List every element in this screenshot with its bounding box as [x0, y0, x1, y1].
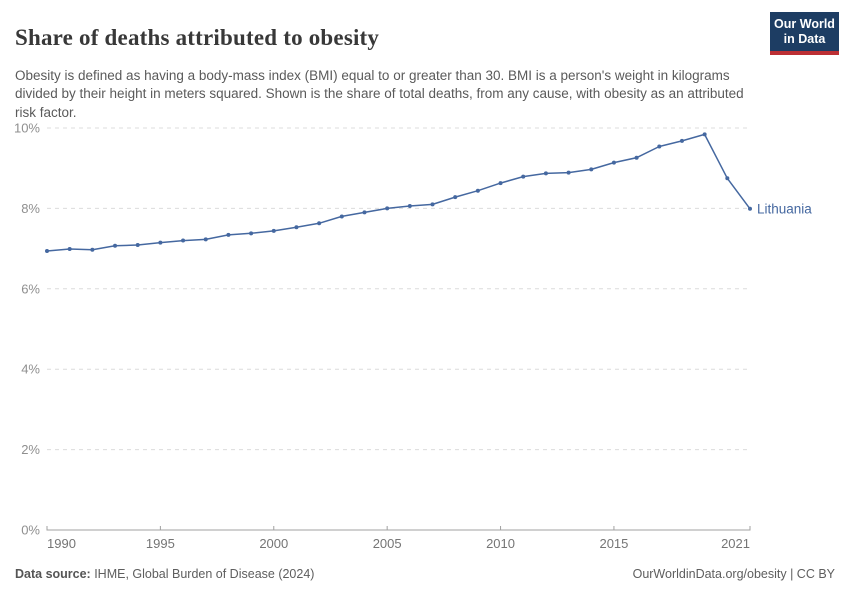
- data-source-note: Data source: IHME, Global Burden of Dise…: [15, 567, 314, 581]
- data-point[interactable]: [271, 228, 276, 233]
- data-point[interactable]: [589, 167, 594, 172]
- data-line-lithuania[interactable]: [46, 133, 751, 252]
- data-point[interactable]: [634, 155, 639, 160]
- chart-subtitle: Obesity is defined as having a body-mass…: [15, 67, 744, 120]
- page-title: Share of deaths attributed to obesity: [15, 25, 380, 51]
- data-point[interactable]: [203, 237, 208, 242]
- data-point[interactable]: [294, 225, 299, 230]
- data-point[interactable]: [385, 206, 390, 211]
- data-point[interactable]: [453, 195, 458, 200]
- data-point[interactable]: [158, 240, 163, 245]
- series-end-label[interactable]: Lithuania: [757, 201, 812, 216]
- x-axis-tick-label: 2000: [259, 536, 288, 551]
- x-axis-tick-label: 2010: [486, 536, 515, 551]
- y-axis-tick-label: 6%: [21, 281, 40, 296]
- data-point[interactable]: [475, 188, 480, 193]
- owid-logo: Our World in Data: [770, 12, 839, 55]
- data-point[interactable]: [135, 242, 140, 247]
- y-axis-tick-label: 4%: [21, 362, 40, 377]
- data-point[interactable]: [226, 232, 231, 237]
- data-point[interactable]: [362, 210, 367, 215]
- data-point[interactable]: [317, 221, 322, 226]
- x-axis-tick-label: 2015: [599, 536, 628, 551]
- data-point[interactable]: [725, 176, 730, 181]
- y-axis-tick-label: 8%: [21, 201, 40, 216]
- y-axis-tick-label: 2%: [21, 442, 40, 457]
- x-axis-tick-label: 2021: [721, 536, 750, 551]
- data-source-label: Data source:: [15, 567, 91, 581]
- data-point[interactable]: [45, 249, 49, 254]
- data-point[interactable]: [181, 238, 186, 243]
- owid-logo-line1: Our World: [774, 17, 835, 31]
- x-axis-tick-label: 1990: [47, 536, 76, 551]
- data-point[interactable]: [657, 144, 662, 149]
- owid-logo-line2: in Data: [783, 31, 826, 46]
- data-point[interactable]: [679, 138, 684, 143]
- data-point[interactable]: [249, 231, 254, 236]
- chart-footer: Data source: IHME, Global Burden of Dise…: [15, 567, 835, 581]
- x-axis-tick-label: 1995: [146, 536, 175, 551]
- y-axis-tick-label: 10%: [14, 121, 40, 136]
- x-axis-tick-label: 2005: [373, 536, 402, 551]
- data-point[interactable]: [407, 203, 412, 208]
- data-point[interactable]: [430, 202, 435, 207]
- y-axis-tick-label: 0%: [21, 523, 40, 538]
- data-point[interactable]: [566, 170, 571, 175]
- license-note: OurWorldinData.org/obesity | CC BY: [632, 567, 835, 581]
- data-point[interactable]: [90, 247, 95, 252]
- data-point[interactable]: [498, 181, 503, 186]
- data-point[interactable]: [67, 247, 72, 252]
- data-point[interactable]: [702, 132, 707, 137]
- data-point[interactable]: [543, 171, 548, 176]
- data-point[interactable]: [748, 206, 752, 211]
- data-source-value: IHME, Global Burden of Disease (2024): [90, 567, 315, 581]
- data-point[interactable]: [521, 174, 526, 179]
- data-point[interactable]: [611, 160, 616, 165]
- data-point[interactable]: [339, 214, 344, 219]
- data-point[interactable]: [113, 243, 118, 248]
